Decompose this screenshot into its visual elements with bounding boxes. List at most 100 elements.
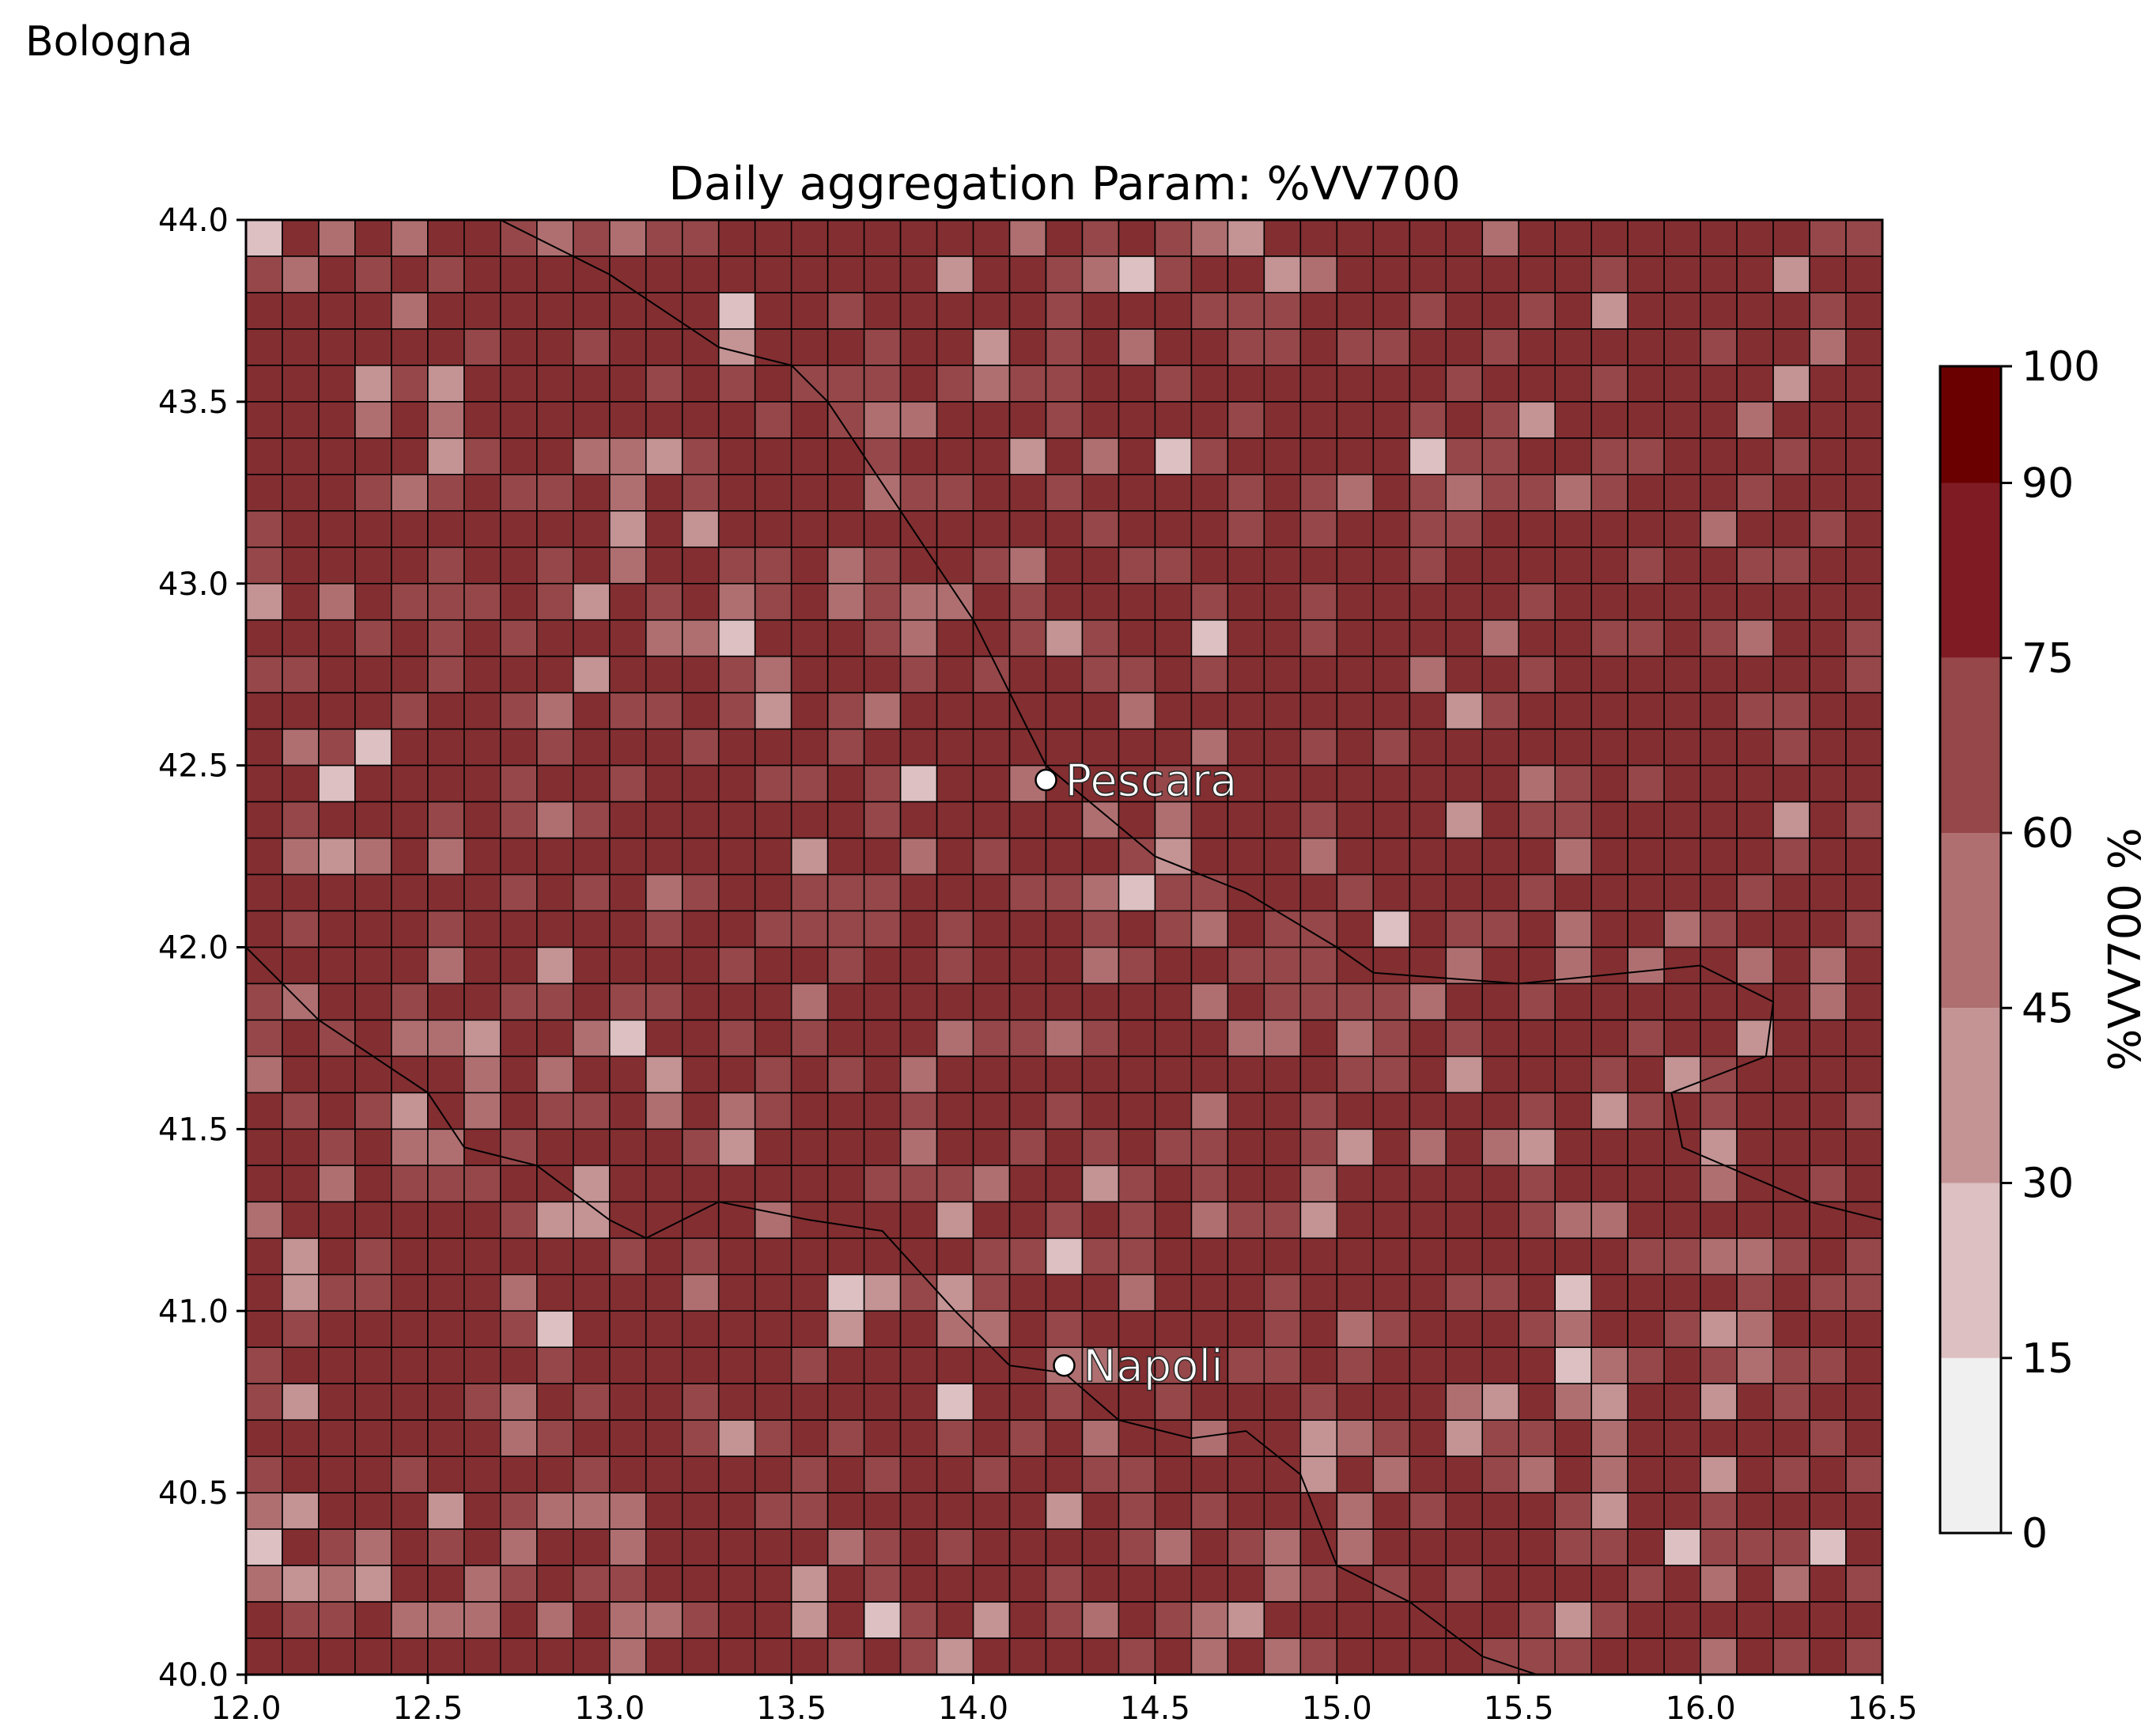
grid-cell [572, 1492, 611, 1530]
grid-cell [1299, 691, 1338, 730]
grid-cell [1081, 1383, 1120, 1421]
grid-cell [1481, 292, 1520, 330]
grid-cell [354, 1055, 392, 1094]
grid-cell [282, 219, 320, 257]
grid-cell [354, 1383, 392, 1421]
grid-cell [463, 1601, 501, 1639]
grid-cell [245, 546, 283, 585]
grid-cell [717, 1456, 756, 1493]
grid-cell [536, 1383, 574, 1421]
grid-cell [1663, 546, 1701, 585]
grid-cell [318, 1128, 356, 1167]
grid-cell [717, 801, 756, 839]
grid-cell [1445, 873, 1484, 912]
grid-cell [1263, 1601, 1302, 1639]
grid-cell [1154, 1128, 1193, 1167]
grid-cell [1154, 401, 1193, 439]
grid-cell [1663, 1565, 1701, 1603]
grid-cell [500, 1019, 538, 1058]
grid-cell [1299, 1128, 1338, 1167]
grid-cell [1591, 1419, 1628, 1457]
grid-cell [936, 1128, 974, 1167]
grid-cell [863, 1419, 902, 1457]
grid-cell [1409, 474, 1447, 512]
grid-cell [1336, 365, 1375, 403]
grid-cell [972, 691, 1011, 730]
grid-cell [354, 437, 392, 475]
grid-cell [1118, 292, 1156, 330]
grid-cell [972, 328, 1011, 366]
grid-cell [1299, 801, 1338, 839]
grid-cell [863, 1019, 902, 1058]
grid-cell [826, 801, 865, 839]
grid-cell [863, 219, 902, 257]
grid-cell [608, 982, 647, 1021]
grid-cell [863, 1310, 902, 1349]
grid-cell [1663, 328, 1701, 366]
grid-cell [681, 509, 720, 548]
grid-cell [1627, 691, 1665, 730]
grid-cell [681, 1092, 720, 1130]
grid-cell [463, 1274, 501, 1312]
grid-cell [1845, 801, 1883, 839]
grid-cell [1299, 1274, 1338, 1312]
grid-cell [1409, 1237, 1447, 1276]
grid-cell [1627, 910, 1665, 948]
grid-cell [1481, 401, 1520, 439]
grid-cell [754, 1346, 792, 1385]
grid-cell [1591, 1637, 1628, 1675]
grid-cell [826, 401, 865, 439]
grid-cell [1263, 728, 1302, 767]
grid-cell [1845, 1456, 1883, 1493]
grid-cell [1772, 764, 1810, 803]
grid-cell [1700, 946, 1738, 985]
grid-cell [1081, 1601, 1120, 1639]
grid-cell [681, 910, 720, 948]
grid-cell [717, 1419, 756, 1457]
grid-cell [500, 292, 538, 330]
grid-cell [1118, 437, 1156, 475]
grid-cell [391, 655, 429, 694]
grid-cell [318, 982, 356, 1021]
grid-cell [1554, 401, 1592, 439]
grid-cell [899, 619, 938, 657]
grid-cell [1663, 1310, 1701, 1349]
grid-cell [1409, 1019, 1447, 1058]
grid-cell [681, 1346, 720, 1385]
grid-cell [1372, 1019, 1411, 1058]
grid-cell [1736, 1383, 1774, 1421]
grid-cell [318, 728, 356, 767]
grid-cell [245, 401, 283, 439]
grid-cell [1627, 655, 1665, 694]
grid-cell [972, 1601, 1011, 1639]
grid-cell [863, 546, 902, 585]
grid-cell [863, 1565, 902, 1603]
grid-cell [608, 728, 647, 767]
grid-cell [1263, 946, 1302, 985]
grid-cell [645, 837, 683, 876]
grid-cell [1227, 1128, 1265, 1167]
grid-cell [1081, 655, 1120, 694]
grid-cell [1263, 1565, 1302, 1603]
grid-cell [1336, 1456, 1375, 1493]
grid-cell [500, 365, 538, 403]
colorbar-frame [1939, 365, 2003, 1535]
grid-cell [972, 1565, 1011, 1603]
grid-cell [1627, 728, 1665, 767]
grid-cell [717, 1237, 756, 1276]
grid-cell [608, 292, 647, 330]
grid-cell [899, 1492, 938, 1530]
grid-cell [1118, 801, 1156, 839]
grid-cell [1118, 1601, 1156, 1639]
grid-cell [717, 655, 756, 694]
grid-cell [936, 873, 974, 912]
grid-cell [282, 655, 320, 694]
grid-cell [1663, 619, 1701, 657]
y-tick-label: 43.5 [158, 384, 229, 421]
grid-cell [1154, 1492, 1193, 1530]
grid-cell [1518, 910, 1556, 948]
grid-cell [318, 1492, 356, 1530]
grid-cell [790, 401, 829, 439]
